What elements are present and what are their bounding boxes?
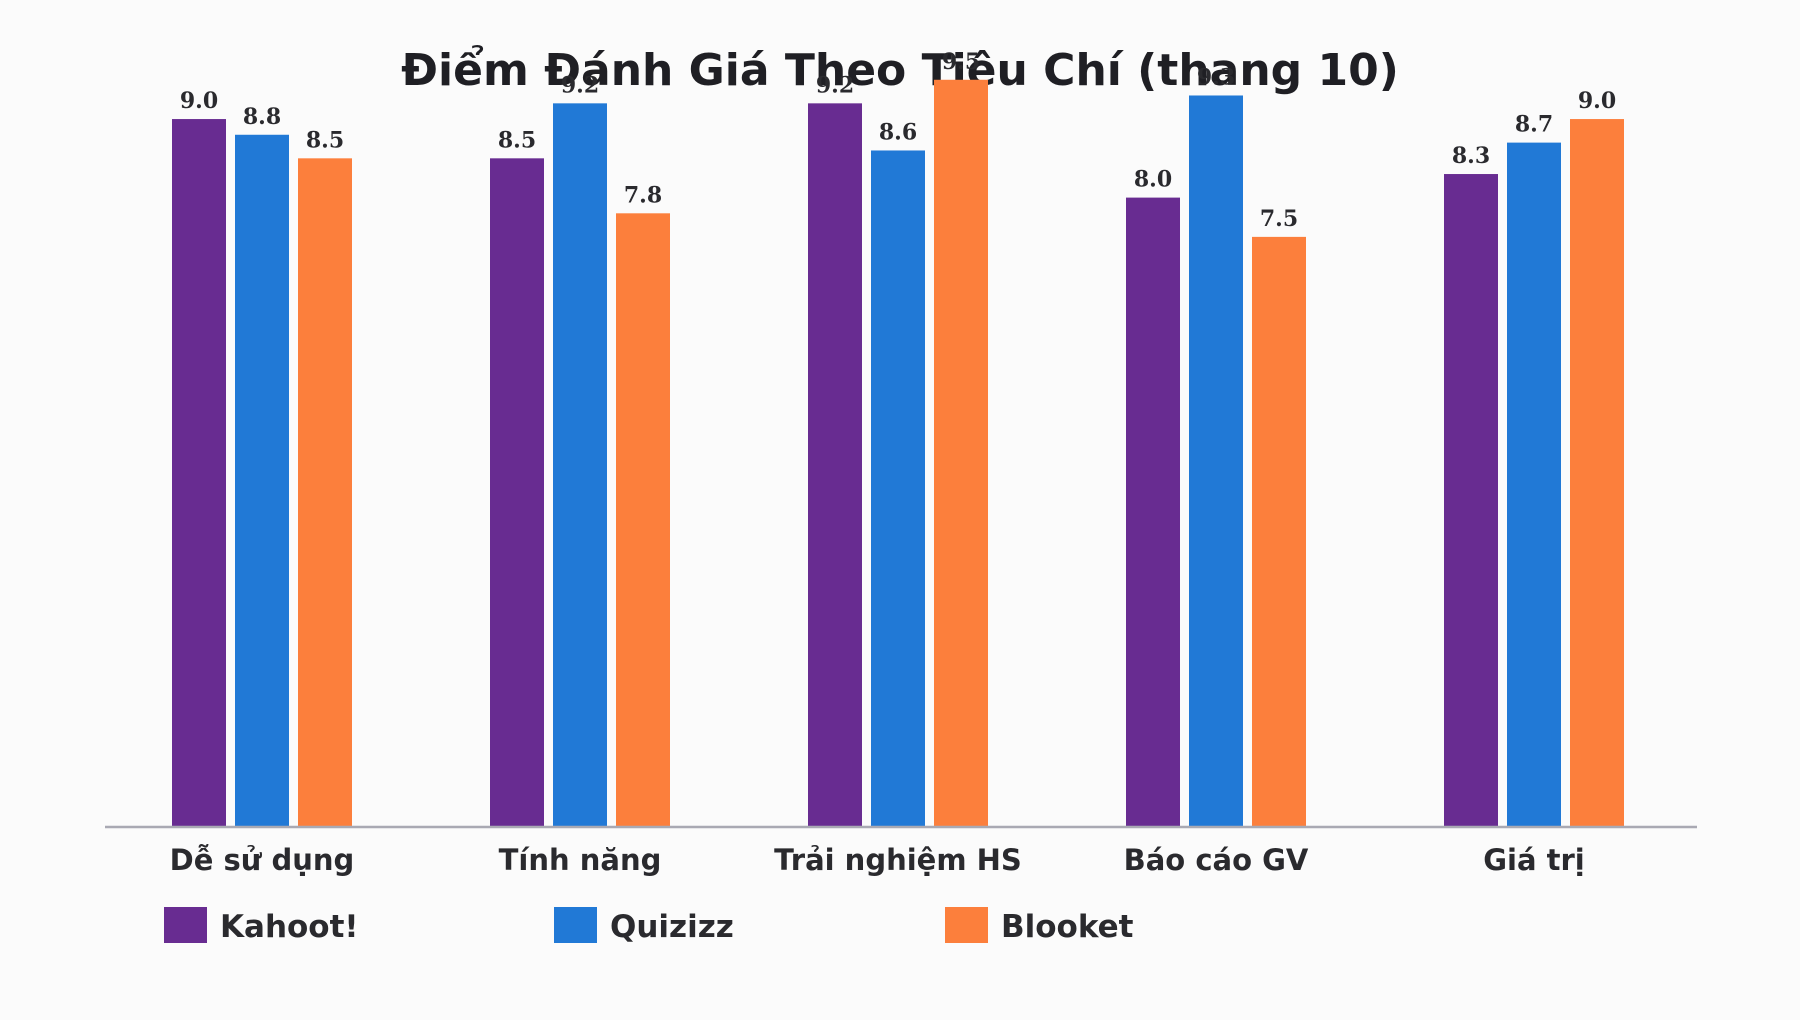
legend-swatch — [945, 907, 988, 943]
bar-kahoot-0 — [172, 119, 226, 827]
value-label: 9.2 — [561, 72, 599, 98]
value-label: 8.3 — [1452, 143, 1490, 169]
category-label: Trải nghiệm HS — [774, 843, 1022, 877]
value-label: 9.3 — [1197, 64, 1235, 90]
bar-blooket-0 — [298, 158, 352, 826]
bar-kahoot-4 — [1444, 174, 1498, 826]
chart-title: Điểm Đánh Giá Theo Tiêu Chí (thang 10) — [401, 44, 1399, 96]
bar-quizizz-1 — [553, 103, 607, 827]
category-label: Báo cáo GV — [1124, 843, 1309, 877]
legend: Kahoot! Quizizz Blooket — [164, 907, 1134, 945]
legend-label: Kahoot! — [220, 909, 359, 945]
bars-group — [172, 79, 1624, 827]
category-label: Tính năng — [499, 843, 662, 877]
value-label: 8.8 — [243, 104, 281, 130]
bar-blooket-3 — [1252, 236, 1306, 826]
value-label: 7.5 — [1260, 206, 1298, 232]
bar-blooket-2 — [934, 79, 988, 826]
category-label: Dễ sử dụng — [170, 843, 355, 877]
value-labels-group: 9.0 8.8 8.5 8.5 9.2 7.8 9.2 8.6 9.5 8.0 9.3 7.5 8.3 8… — [180, 49, 1616, 232]
value-label: 9.0 — [1578, 88, 1616, 114]
bar-quizizz-4 — [1507, 142, 1561, 827]
value-label: 8.5 — [306, 127, 344, 153]
legend-label: Blooket — [1001, 909, 1134, 945]
bar-quizizz-0 — [235, 134, 289, 826]
bar-blooket-1 — [616, 213, 670, 826]
value-label: 9.5 — [942, 49, 980, 75]
bar-kahoot-3 — [1126, 197, 1180, 827]
category-labels-group: Dễ sử dụng Tính năng Trải nghiệm HS Báo cáo… — [170, 843, 1585, 877]
value-label: 8.7 — [1515, 112, 1553, 138]
legend-swatch — [554, 907, 597, 943]
value-label: 8.6 — [879, 119, 917, 145]
bar-blooket-4 — [1570, 119, 1624, 827]
legend-label: Quizizz — [610, 909, 734, 945]
category-label: Giá trị — [1483, 843, 1585, 877]
value-label: 9.0 — [180, 88, 218, 114]
value-label: 8.5 — [498, 127, 536, 153]
bar-quizizz-3 — [1189, 95, 1243, 827]
bar-kahoot-1 — [490, 158, 544, 826]
value-label: 9.2 — [816, 72, 854, 98]
legend-swatch — [164, 907, 207, 943]
value-label: 7.8 — [624, 182, 662, 208]
bar-kahoot-2 — [808, 103, 862, 827]
value-label: 8.0 — [1134, 167, 1172, 193]
bar-quizizz-2 — [871, 150, 925, 827]
